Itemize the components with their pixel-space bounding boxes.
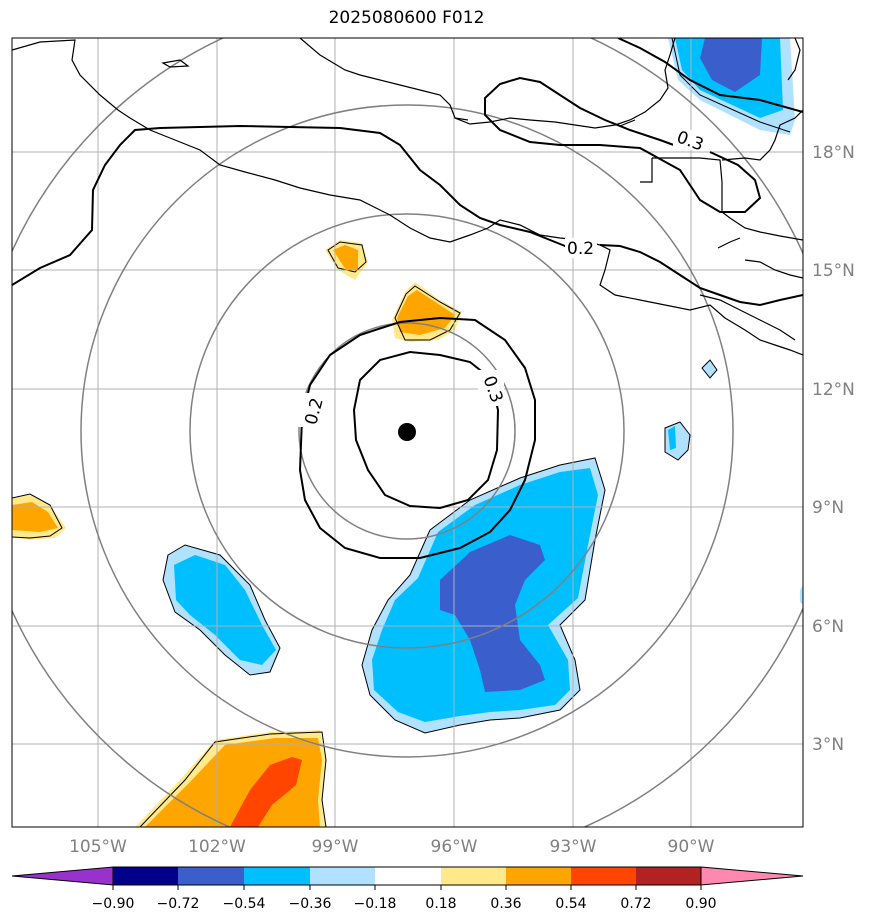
lon-label: 105°W (69, 837, 127, 857)
colorbar-bin (636, 867, 701, 885)
lon-label: 102°W (188, 837, 246, 857)
shaded-field (12, 38, 803, 827)
colorbar-bin (310, 867, 375, 885)
contour-0.3-ring (352, 350, 500, 510)
lon-label: 90°W (668, 837, 715, 857)
colorbar-extend-right (700, 866, 804, 886)
colorbar: −0.90 −0.72 −0.54 −0.36 −0.18 0.18 0.36 … (11, 866, 804, 912)
colorbar-tick-label: −0.18 (354, 896, 397, 912)
colorbar-bin (178, 867, 244, 885)
contour-0.2-north (12, 124, 576, 286)
lat-label: 18°N (812, 143, 855, 163)
colorbar-bin (375, 867, 441, 885)
map-title: 2025080600 F012 (328, 8, 485, 28)
colorbar-tick-label: 0.18 (425, 896, 456, 912)
storm-center-marker (398, 423, 416, 441)
colorbar-bin (441, 867, 506, 885)
lat-label: 12°N (812, 380, 855, 400)
colorbar-tick-label: 0.90 (685, 896, 716, 912)
lat-label: 6°N (812, 617, 844, 637)
map-area: 0.3 0.2 0.2 0.3 (12, 38, 803, 827)
latitude-labels: 18°N 15°N 12°N 9°N 6°N 3°N (812, 143, 855, 755)
lon-label: 99°W (312, 837, 359, 857)
colorbar-tick-label: −0.90 (92, 896, 135, 912)
lat-label: 9°N (812, 498, 844, 518)
colorbar-tick-label: 0.54 (555, 896, 586, 912)
colorbar-tick-label: 0.36 (490, 896, 521, 912)
contour-0.3-north-2 (617, 38, 803, 113)
map-frame (11, 37, 804, 828)
colorbar-tick-label: −0.72 (157, 896, 200, 912)
neg-region-small-2 (702, 360, 717, 378)
range-rings (12, 38, 803, 827)
neg-region-edge (800, 585, 803, 605)
shaded-outlines (12, 38, 791, 827)
longitude-labels: 105°W 102°W 99°W 96°W 93°W 90°W (69, 837, 715, 857)
gridlines (12, 38, 803, 827)
colorbar-bin (571, 867, 636, 885)
colorbar-tick-label: 0.72 (620, 896, 651, 912)
contour-0.3-north (484, 76, 762, 213)
lon-label: 93°W (550, 837, 597, 857)
coastlines (12, 38, 803, 356)
colorbar-tick-label: −0.36 (289, 896, 332, 912)
contour-0.2-ring (298, 316, 536, 559)
colorbar-tick-label: −0.54 (223, 896, 266, 912)
contour-lines (12, 38, 803, 559)
contour-label: 0.2 (567, 239, 594, 259)
colorbar-extend-left (11, 866, 114, 886)
lat-label: 15°N (812, 261, 855, 281)
colorbar-bin (506, 867, 571, 885)
lon-label: 96°W (431, 837, 478, 857)
lat-label: 3°N (812, 735, 844, 755)
contour-label-group: 0.3 0.2 0.2 0.3 (290, 127, 706, 427)
colorbar-bin (244, 867, 310, 885)
colorbar-bin (113, 867, 178, 885)
